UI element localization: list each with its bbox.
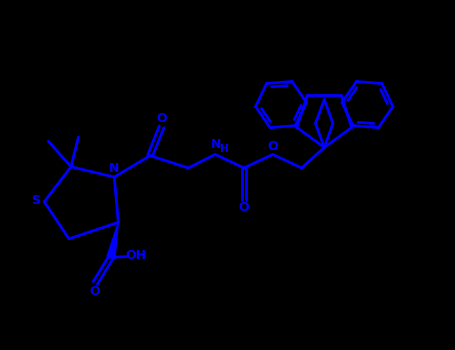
Text: N: N xyxy=(109,161,120,175)
Text: N: N xyxy=(211,138,221,150)
Polygon shape xyxy=(107,222,118,258)
Text: O: O xyxy=(239,202,249,215)
Text: O: O xyxy=(157,112,167,125)
Text: OH: OH xyxy=(125,249,146,262)
Text: S: S xyxy=(30,195,40,208)
Text: O: O xyxy=(89,285,100,297)
Text: H: H xyxy=(220,145,228,154)
Text: O: O xyxy=(268,140,278,153)
